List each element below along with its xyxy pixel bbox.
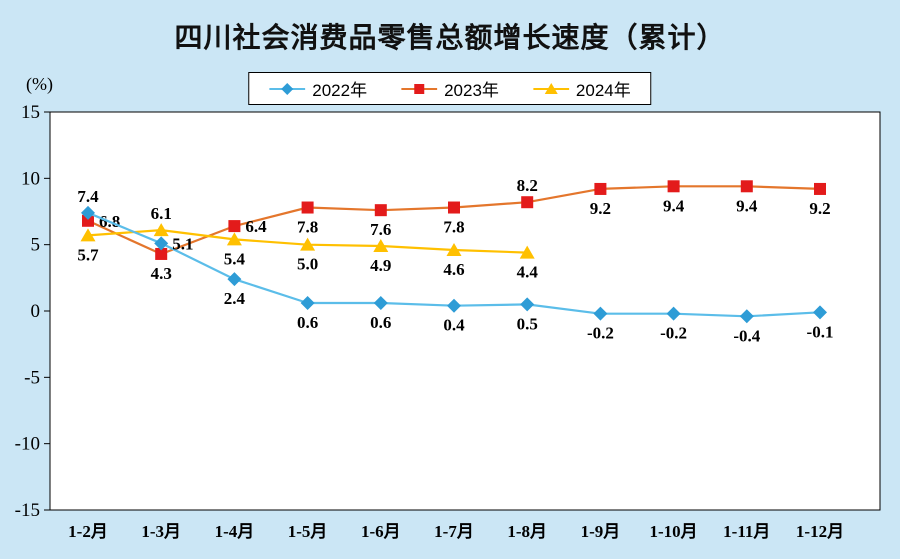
data-point-label: 7.8 bbox=[443, 218, 464, 237]
data-point-diamond bbox=[666, 306, 681, 321]
x-axis-category-label: 1-12月 bbox=[796, 522, 844, 541]
legend-item-2024: 2024年 bbox=[532, 76, 631, 101]
data-point-label: -0.4 bbox=[733, 326, 760, 345]
y-axis-tick-label: 10 bbox=[21, 168, 40, 189]
data-point-label: 5.7 bbox=[77, 245, 99, 264]
data-point-diamond bbox=[739, 309, 754, 324]
data-point-triangle bbox=[300, 237, 316, 251]
data-point-label: 6.4 bbox=[245, 217, 267, 236]
y-axis-tick-label: -10 bbox=[15, 434, 40, 455]
y-axis-tick-label: 0 bbox=[31, 301, 41, 322]
data-point-diamond bbox=[227, 272, 242, 287]
data-point-label: 6.1 bbox=[151, 204, 172, 223]
diamond-marker-icon bbox=[269, 81, 306, 97]
data-point-label: 0.5 bbox=[517, 314, 538, 333]
data-point-label: 4.6 bbox=[443, 260, 464, 279]
y-axis-unit-label: (%) bbox=[26, 74, 53, 94]
data-point-diamond bbox=[373, 296, 388, 311]
chart-title: 四川社会消费品零售总额增长速度（累计） bbox=[174, 22, 726, 53]
plot-area bbox=[49, 111, 881, 511]
data-point-square bbox=[667, 180, 680, 193]
y-axis-tick-label: 15 bbox=[21, 102, 40, 123]
x-axis-category-label: 1-7月 bbox=[434, 522, 474, 541]
data-point-diamond bbox=[813, 305, 827, 320]
triangle-marker-icon bbox=[532, 81, 569, 97]
data-point-label: 9.4 bbox=[663, 196, 685, 215]
data-point-label: 9.2 bbox=[809, 199, 830, 218]
data-point-square bbox=[414, 83, 425, 94]
data-point-label: 7.4 bbox=[77, 187, 99, 206]
data-point-square bbox=[521, 196, 534, 209]
data-point-square bbox=[82, 214, 94, 227]
data-point-square bbox=[448, 201, 460, 214]
legend-item-2022: 2022年 bbox=[269, 76, 367, 101]
data-point-label: 9.2 bbox=[590, 199, 611, 218]
data-point-diamond bbox=[154, 236, 169, 251]
data-point-triangle bbox=[226, 232, 242, 246]
data-point-label: 5.0 bbox=[297, 255, 318, 274]
legend-label-2022: 2022年 bbox=[312, 81, 368, 100]
x-axis-category-label: 1-2月 bbox=[68, 522, 108, 541]
legend-label-2023: 2023年 bbox=[444, 81, 499, 100]
data-point-triangle bbox=[153, 223, 169, 237]
data-point-triangle bbox=[544, 82, 558, 94]
legend-swatch-svg bbox=[401, 83, 438, 94]
data-point-label: -0.1 bbox=[807, 322, 834, 341]
data-point-diamond bbox=[300, 296, 315, 311]
x-axis-category-label: 1-10月 bbox=[650, 522, 698, 541]
square-marker-icon bbox=[401, 81, 438, 97]
data-point-triangle bbox=[373, 238, 389, 252]
data-point-square bbox=[301, 201, 314, 214]
data-point-label: -0.2 bbox=[587, 324, 614, 343]
data-point-diamond bbox=[520, 297, 535, 312]
data-point-diamond bbox=[281, 82, 294, 95]
x-axis-category-label: 1-6月 bbox=[361, 522, 401, 541]
data-point-label: 0.6 bbox=[297, 313, 318, 332]
data-point-label: 9.4 bbox=[736, 196, 758, 215]
data-point-label: 8.2 bbox=[517, 176, 538, 195]
data-point-label: 0.4 bbox=[443, 316, 465, 335]
data-point-diamond bbox=[447, 298, 461, 313]
x-axis-category-label: 1-8月 bbox=[507, 522, 547, 541]
y-axis-tick-label: -15 bbox=[15, 500, 40, 521]
x-axis-category-label: 1-9月 bbox=[581, 522, 621, 541]
data-point-label: 5.1 bbox=[172, 234, 193, 253]
data-point-label: -0.2 bbox=[660, 324, 687, 343]
y-axis-tick-label: -5 bbox=[24, 367, 40, 388]
data-point-square bbox=[374, 204, 387, 217]
data-point-diamond bbox=[81, 205, 95, 220]
data-point-label: 7.6 bbox=[370, 220, 391, 239]
legend-label-2024: 2024年 bbox=[575, 81, 631, 100]
x-axis-category-label: 1-3月 bbox=[141, 522, 181, 541]
legend-swatch-svg bbox=[532, 82, 569, 94]
data-point-label: 4.4 bbox=[517, 263, 539, 282]
data-point-square bbox=[228, 220, 241, 233]
data-point-label: 4.9 bbox=[370, 256, 391, 275]
data-point-square bbox=[594, 182, 607, 195]
x-axis-category-label: 1-5月 bbox=[288, 522, 328, 541]
x-axis-category-label: 1-4月 bbox=[215, 522, 255, 541]
data-point-label: 2.4 bbox=[224, 289, 246, 308]
data-point-label: 4.3 bbox=[151, 264, 172, 283]
data-point-triangle bbox=[446, 242, 462, 256]
legend-swatch-svg bbox=[269, 82, 306, 95]
legend-item-2023: 2023年 bbox=[401, 76, 499, 101]
data-point-triangle bbox=[519, 245, 535, 259]
chart-legend: 2022年 2023年 2024年 bbox=[248, 72, 652, 105]
data-point-square bbox=[814, 182, 826, 195]
x-axis-category-label: 1-11月 bbox=[723, 522, 770, 541]
data-point-label: 0.6 bbox=[370, 313, 391, 332]
data-point-label: 5.4 bbox=[224, 249, 246, 268]
data-point-triangle bbox=[80, 228, 96, 242]
data-point-square bbox=[155, 247, 168, 260]
data-point-square bbox=[740, 180, 753, 193]
data-point-label: 7.8 bbox=[297, 218, 318, 237]
y-axis-tick-label: 5 bbox=[31, 235, 41, 256]
data-point-diamond bbox=[593, 306, 608, 321]
